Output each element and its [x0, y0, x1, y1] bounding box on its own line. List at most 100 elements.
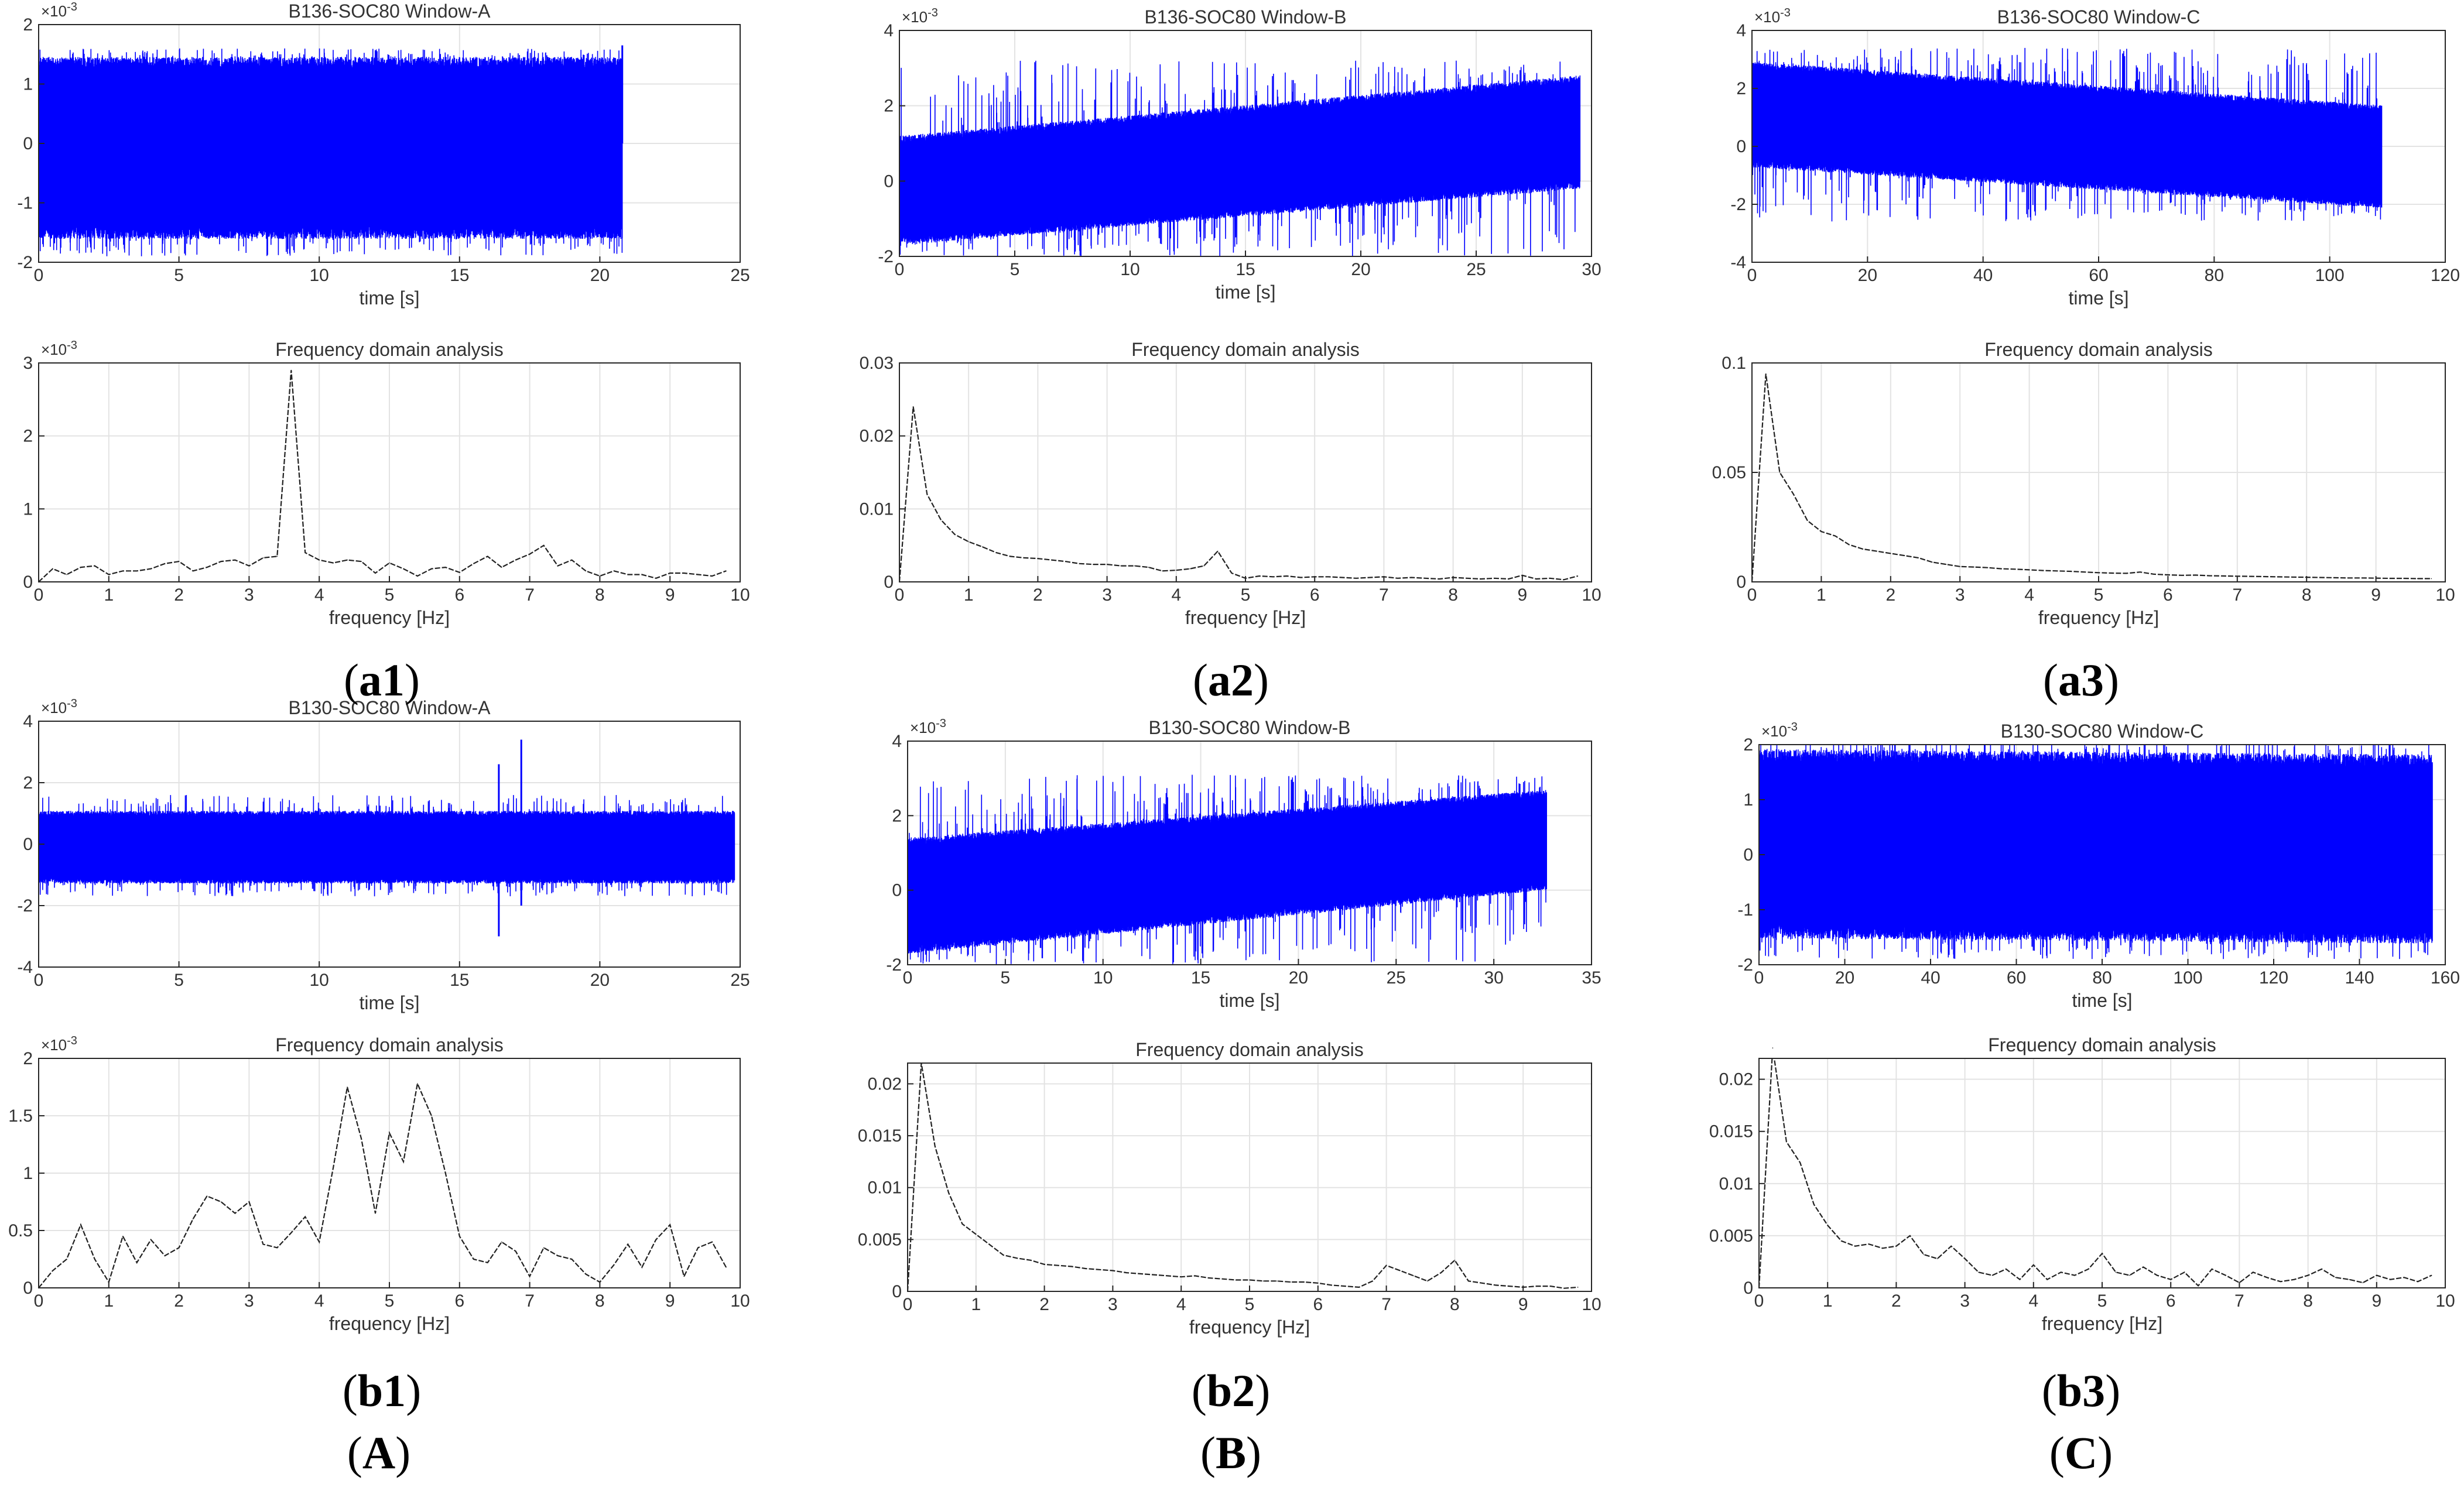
- data-point: [954, 534, 956, 535]
- axes-box: [907, 741, 1592, 965]
- axis-exponent-power: -3: [928, 6, 938, 19]
- data-point: [2264, 576, 2265, 577]
- y-tick-label: 2: [1736, 79, 1746, 98]
- y-tick-label: -2: [886, 955, 902, 975]
- x-tick-label: 8: [595, 585, 605, 605]
- data-point: [1235, 1279, 1237, 1281]
- x-tick-label: 4: [314, 585, 324, 605]
- x-tick-label: 3: [244, 585, 254, 605]
- data-point: [1799, 1162, 1801, 1163]
- y-tick-label: 3: [23, 354, 33, 373]
- y-tick-label: -2: [17, 253, 33, 272]
- data-point: [1494, 578, 1495, 579]
- data-point: [122, 570, 124, 572]
- axis-exponent-base: ×10: [41, 699, 67, 717]
- data-point: [2253, 1271, 2254, 1273]
- data-point: [164, 563, 166, 564]
- data-point: [912, 406, 914, 407]
- data-point: [976, 1233, 977, 1235]
- data-point: [1300, 577, 1302, 578]
- x-tick-label: 6: [454, 1291, 464, 1311]
- data-point: [473, 563, 474, 564]
- y-tick-label: -2: [17, 896, 33, 916]
- data-point: [655, 578, 656, 579]
- y-tick-label: -4: [17, 958, 33, 977]
- data-point: [1978, 1271, 1979, 1273]
- data-point: [1466, 578, 1467, 579]
- panel-label-b3: (b3): [2042, 1365, 2120, 1416]
- axis-exponent: ×10-3: [41, 697, 77, 717]
- x-axis-label: time [s]: [359, 992, 419, 1013]
- data-point: [641, 1266, 643, 1268]
- data-point: [1909, 1235, 1911, 1236]
- data-point: [1303, 1281, 1305, 1283]
- data-point: [150, 1239, 152, 1240]
- data-point: [2321, 1269, 2322, 1270]
- data-point: [150, 568, 152, 570]
- data-point: [1772, 1047, 1774, 1048]
- signal-band: [908, 800, 1547, 941]
- data-point: [2250, 575, 2252, 577]
- data-point: [1344, 1286, 1346, 1287]
- data-point: [1317, 1283, 1319, 1284]
- data-point: [1481, 1283, 1483, 1284]
- spectrum-line: [1752, 373, 2432, 582]
- data-point: [2349, 1279, 2350, 1280]
- x-tick-label: 100: [2173, 968, 2202, 988]
- data-point: [1495, 1284, 1497, 1286]
- data-point: [669, 1224, 670, 1225]
- data-point: [1793, 493, 1794, 495]
- data-point: [557, 1255, 559, 1256]
- axis-exponent-base: ×10: [910, 719, 936, 736]
- x-tick-label: 120: [2431, 266, 2460, 285]
- x-tick-label: 10: [310, 971, 329, 990]
- x-tick-label: 0: [895, 585, 905, 605]
- data-point: [459, 1236, 460, 1237]
- data-point: [1249, 1279, 1250, 1281]
- data-point: [2362, 1282, 2364, 1283]
- data-point: [2403, 1277, 2405, 1278]
- axis-exponent: ×10-3: [910, 717, 946, 736]
- axis-exponent: ×10-3: [902, 6, 938, 26]
- data-point: [2292, 577, 2294, 578]
- data-point: [711, 1241, 713, 1243]
- x-tick-label: 10: [730, 1291, 750, 1311]
- column-label-B: (B): [1200, 1427, 1261, 1478]
- x-tick-label: 0: [903, 1295, 913, 1314]
- data-point: [2211, 1269, 2213, 1270]
- data-point: [515, 1250, 516, 1252]
- x-tick-label: 5: [1245, 1295, 1255, 1314]
- x-tick-label: 7: [525, 585, 535, 605]
- panel-label-a1-text: a1: [359, 654, 405, 705]
- x-tick-label: 5: [1010, 260, 1020, 279]
- x-tick-label: 5: [1001, 968, 1011, 988]
- data-point: [1051, 559, 1052, 561]
- x-tick-label: 80: [2205, 266, 2224, 285]
- x-tick-label: 3: [1955, 585, 1965, 605]
- x-tick-label: 7: [525, 1291, 535, 1311]
- panel-label-b2-text: b2: [1207, 1365, 1255, 1416]
- x-tick-label: 15: [1191, 968, 1210, 988]
- y-tick-label: 0.005: [1709, 1226, 1753, 1246]
- data-point: [248, 565, 250, 567]
- data-point: [1895, 1245, 1897, 1247]
- chart-a3-freq: 0 1 2 3 4 5 6 7 8 9 10 0 0.05 0.1 Frequency domain ana…: [1712, 339, 2455, 628]
- x-tick-label: 20: [590, 971, 610, 990]
- data-point: [989, 1244, 990, 1245]
- data-point: [1071, 1266, 1073, 1267]
- x-tick-label: 0: [34, 585, 44, 605]
- data-point: [136, 570, 138, 572]
- x-axis-label: frequency [Hz]: [2038, 607, 2159, 628]
- data-point: [290, 369, 292, 371]
- x-axis-label: frequency [Hz]: [1185, 607, 1306, 628]
- chart-title: B130-SOC80 Window-A: [288, 697, 491, 718]
- data-point: [431, 1115, 432, 1116]
- chart-b1-freq: 0 1 2 3 4 5 6 7 8 9 10 0 0.5 1 1.5 2 Frequency domain an…: [8, 1034, 750, 1334]
- data-point: [2074, 1274, 2075, 1276]
- chart-b2-freq: 0 1 2 3 4 5 6 7 8 9 10 0 0.005 0.01 0.015 0.02 Frequency…: [858, 1039, 1601, 1338]
- data-point: [1813, 1204, 1815, 1205]
- chart-title: Frequency domain analysis: [1984, 339, 2213, 360]
- data-point: [1411, 577, 1412, 578]
